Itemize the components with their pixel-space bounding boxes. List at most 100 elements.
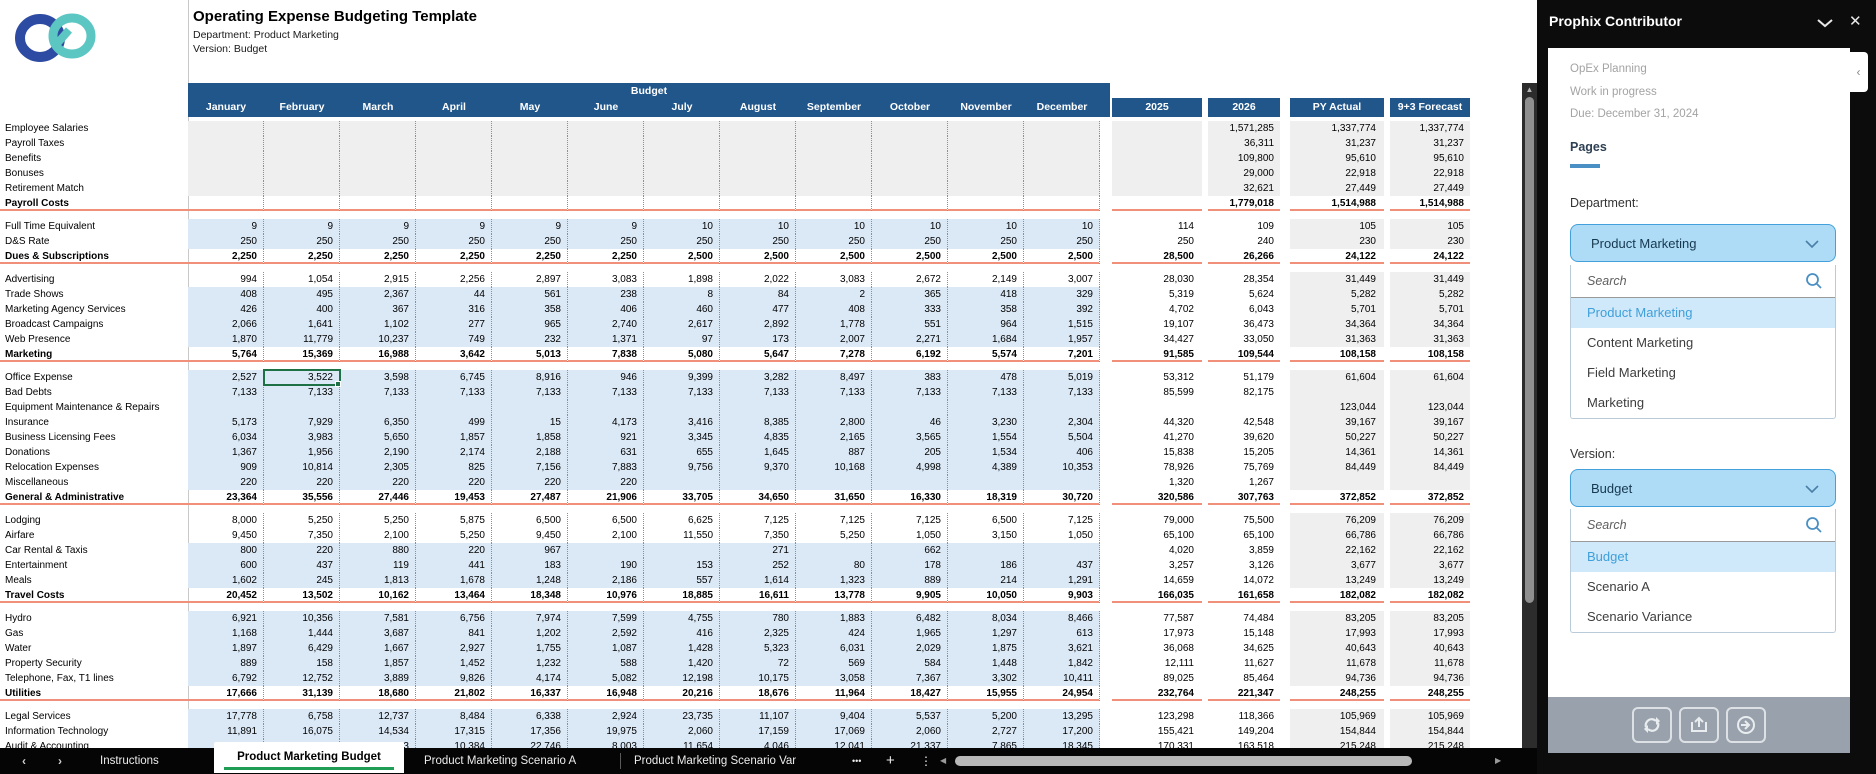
cell[interactable]: 2 [796, 287, 872, 302]
cell[interactable]: 7,883 [568, 460, 644, 475]
cell[interactable]: 1,337,774 [1290, 121, 1384, 136]
cell[interactable]: 3,150 [948, 528, 1024, 543]
cell[interactable]: 9 [416, 219, 492, 234]
cell[interactable]: 7,929 [264, 415, 340, 430]
cell[interactable] [948, 136, 1024, 151]
cell[interactable] [644, 121, 720, 136]
cell[interactable]: 9 [492, 219, 568, 234]
cell[interactable]: 6,429 [264, 641, 340, 656]
cell[interactable]: 2,897 [492, 272, 568, 287]
cell[interactable] [568, 151, 644, 166]
cell[interactable]: 7,133 [948, 385, 1024, 400]
tab-product-marketing-scenario-a[interactable]: Product Marketing Scenario A [424, 755, 577, 767]
cell[interactable] [1024, 475, 1100, 490]
row-label[interactable]: Travel Costs [0, 588, 188, 603]
cell[interactable]: 27,449 [1290, 181, 1384, 196]
cell[interactable]: 80 [796, 558, 872, 573]
cell[interactable]: 46 [872, 415, 948, 430]
cell[interactable]: 17,356 [492, 724, 568, 739]
cell[interactable]: 105,969 [1390, 709, 1470, 724]
cell[interactable]: 2,186 [568, 573, 644, 588]
cell[interactable]: 7,133 [340, 385, 416, 400]
cell[interactable]: 18,885 [644, 588, 720, 603]
cell[interactable]: 250 [644, 234, 720, 249]
cell[interactable]: 5,574 [948, 347, 1024, 362]
cell[interactable]: 19,107 [1163, 319, 1194, 330]
cell[interactable]: 2,250 [188, 249, 264, 264]
cell[interactable]: 1,957 [1024, 332, 1100, 347]
cell[interactable]: 250 [340, 234, 416, 249]
cell[interactable]: 12,041 [796, 739, 872, 748]
cell[interactable]: 178 [872, 558, 948, 573]
cell[interactable]: 3,058 [796, 671, 872, 686]
cell[interactable]: 2,250 [340, 249, 416, 264]
cell[interactable]: 5,082 [568, 671, 644, 686]
cell[interactable] [188, 166, 264, 181]
cell[interactable] [948, 475, 1024, 490]
cell[interactable]: 74,484 [1243, 613, 1274, 624]
cell[interactable]: 220 [188, 475, 264, 490]
cell[interactable]: 3,282 [720, 370, 796, 385]
cell[interactable]: 10 [948, 219, 1024, 234]
cell[interactable]: 18,680 [340, 686, 416, 701]
cell[interactable]: 154,844 [1390, 724, 1470, 739]
cell[interactable] [568, 400, 644, 415]
cell[interactable] [188, 121, 264, 136]
cell[interactable]: 94,736 [1290, 671, 1384, 686]
row-label[interactable]: Marketing [0, 347, 188, 362]
cell[interactable]: 16,075 [264, 724, 340, 739]
cell[interactable]: 232,764 [1112, 686, 1202, 701]
cell[interactable] [1112, 196, 1202, 211]
cell[interactable]: 1,858 [492, 430, 568, 445]
cell[interactable]: 1,897 [188, 641, 264, 656]
row-label[interactable]: Entertainment [5, 560, 68, 571]
submit-button[interactable] [1726, 707, 1766, 743]
cell[interactable]: 34,364 [1290, 317, 1384, 332]
cell[interactable]: 4,020 [1168, 545, 1194, 556]
cell[interactable] [872, 151, 948, 166]
cell[interactable]: 551 [872, 317, 948, 332]
cell[interactable]: 2,174 [416, 445, 492, 460]
refresh-button[interactable] [1632, 707, 1672, 743]
cell[interactable]: 18,345 [1024, 739, 1100, 748]
cell[interactable]: 10,168 [796, 460, 872, 475]
cell[interactable] [568, 121, 644, 136]
cell[interactable]: 5,250 [416, 528, 492, 543]
cell[interactable]: 3,416 [644, 415, 720, 430]
cell[interactable]: 1,291 [1024, 573, 1100, 588]
cell[interactable]: 23,735 [644, 709, 720, 724]
cell[interactable] [1390, 385, 1470, 400]
cell[interactable]: 166,035 [1112, 588, 1202, 603]
hscroll-left-icon[interactable]: ◀ [940, 756, 947, 765]
cell[interactable]: 28,354 [1243, 274, 1274, 285]
cell[interactable]: 31,449 [1390, 272, 1470, 287]
cell[interactable]: 8,003 [568, 739, 644, 748]
cell[interactable]: 6,034 [188, 430, 264, 445]
cell[interactable]: 13,502 [264, 588, 340, 603]
cell[interactable] [720, 151, 796, 166]
cell[interactable]: 10,175 [720, 671, 796, 686]
cell[interactable] [720, 181, 796, 196]
cell[interactable]: 11,678 [1390, 656, 1470, 671]
cell[interactable]: 4,755 [644, 611, 720, 626]
cell[interactable]: 400 [264, 302, 340, 317]
cell[interactable]: 2,066 [188, 317, 264, 332]
cell[interactable]: 240 [1257, 236, 1274, 247]
cell[interactable]: 182,082 [1290, 588, 1384, 603]
cell[interactable]: 10,411 [1024, 671, 1100, 686]
cell[interactable]: 3,621 [1024, 641, 1100, 656]
cell[interactable]: 72 [720, 656, 796, 671]
cell[interactable]: 173 [720, 332, 796, 347]
cell[interactable]: 365 [872, 287, 948, 302]
cell[interactable]: 584 [872, 656, 948, 671]
cell[interactable] [796, 181, 872, 196]
cell[interactable] [264, 181, 340, 196]
cell[interactable] [1024, 543, 1100, 558]
cell[interactable] [1024, 151, 1100, 166]
cell[interactable]: 250 [188, 234, 264, 249]
cell[interactable]: 1,842 [1024, 656, 1100, 671]
row-label[interactable]: Dues & Subscriptions [0, 249, 188, 264]
cell[interactable]: 367 [340, 302, 416, 317]
cell[interactable]: 250 [264, 234, 340, 249]
cell[interactable]: 250 [872, 234, 948, 249]
